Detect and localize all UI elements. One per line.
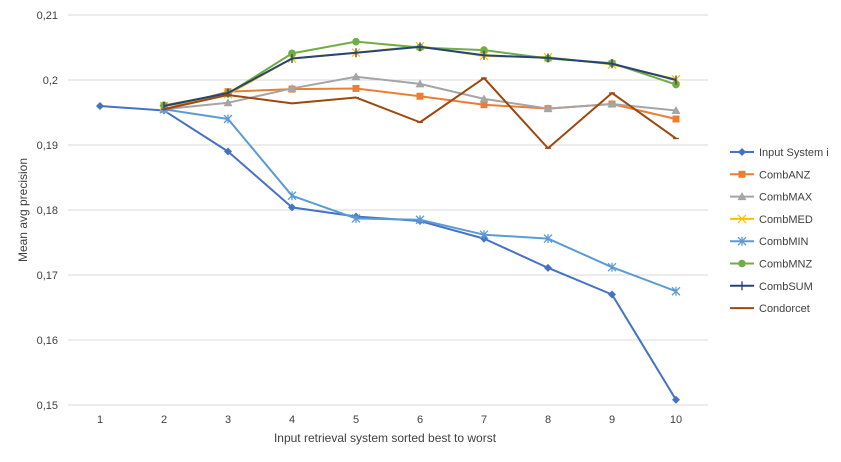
legend-label: CombMED [759,214,813,226]
data-point-marker [288,49,296,58]
legend-item: Input System i [730,147,829,159]
x-tick-label: 5 [353,414,359,426]
y-tick-label: 0,15 [37,400,58,412]
x-tick-label: 1 [97,414,103,426]
data-point-marker [287,191,297,201]
legend-item: CombMED [730,214,813,226]
data-point-marker [479,94,489,103]
data-point-marker [544,263,552,272]
series-line [163,108,677,293]
data-point-marker [223,114,233,124]
legend-label: Condorcet [759,303,810,315]
data-point-marker [96,102,104,110]
legend-item: CombANZ [730,169,811,181]
data-point-marker [288,203,296,212]
x-tick-label: 4 [289,414,295,426]
x-tick-label: 10 [670,414,682,426]
data-point-marker [607,99,617,108]
data-point-marker [352,37,360,46]
data-point-marker [415,215,425,225]
legend-item: CombSUM [730,281,813,293]
y-tick-label: 0,18 [37,205,58,217]
data-point-marker [737,192,747,201]
x-tick-label: 7 [481,414,487,426]
legend-label: CombMNZ [759,259,812,271]
legend-label: CombANZ [759,169,811,181]
data-point-marker [737,236,747,246]
y-tick-label: 0,17 [37,270,58,282]
data-point-marker [672,115,680,123]
data-point-marker [737,214,747,224]
data-point-marker [351,213,361,223]
x-tick-label: 9 [609,414,615,426]
data-point-marker [738,170,746,178]
legend-label: CombMIN [759,236,809,248]
data-point-marker [672,395,680,404]
legend: Input System i CombANZ CombMAX CombMED CombM… [730,147,829,315]
data-point-marker [351,72,361,81]
y-axis-tick-labels: 0,15 0,16 0,17 0,18 0,19 0,2 0,21 [37,10,58,412]
x-tick-label: 6 [417,414,423,426]
x-tick-label: 2 [161,414,167,426]
data-point-marker [479,230,489,240]
x-axis-title: Input retrieval system sorted best to wo… [274,431,497,445]
data-point-marker [223,98,233,107]
series-line [163,77,677,150]
y-axis-title: Mean avg precision [16,158,30,262]
series-combmin [159,104,681,296]
legend-label: CombMAX [759,192,813,204]
data-point-marker [543,234,553,244]
data-point-marker [480,101,488,109]
gridlines [68,14,708,406]
data-point-marker [672,80,680,89]
data-point-marker [671,286,681,296]
legend-label: Input System i [759,147,829,159]
data-point-marker [352,84,360,92]
x-tick-label: 8 [545,414,551,426]
y-tick-label: 0,2 [43,75,58,87]
x-axis-tick-labels: 1 2 3 4 5 6 7 8 9 10 [97,414,682,426]
data-point-marker [287,83,297,92]
data-point-marker [671,106,681,115]
legend-item: CombMNZ [730,259,812,271]
legend-label: CombSUM [759,281,813,293]
series-line [99,105,677,401]
x-tick-label: 3 [225,414,231,426]
data-point-marker [415,79,425,88]
data-point-marker [416,92,424,100]
series-combsum [163,42,677,111]
y-tick-label: 0,16 [37,335,58,347]
legend-item: Condorcet [730,303,810,315]
series-lines [96,37,681,404]
y-tick-label: 0,21 [37,10,58,22]
data-point-marker [224,147,232,156]
data-point-marker [738,148,746,156]
legend-item: CombMIN [730,236,809,248]
series-condorcet [161,77,679,150]
legend-item: CombMAX [730,192,813,204]
series-input-system-i [96,102,680,404]
data-point-marker [738,259,746,268]
data-point-marker [607,262,617,272]
data-point-marker [480,46,488,54]
data-point-marker [608,290,616,299]
data-point-marker [543,104,553,113]
y-tick-label: 0,19 [37,140,58,152]
series-combanz [160,84,680,123]
